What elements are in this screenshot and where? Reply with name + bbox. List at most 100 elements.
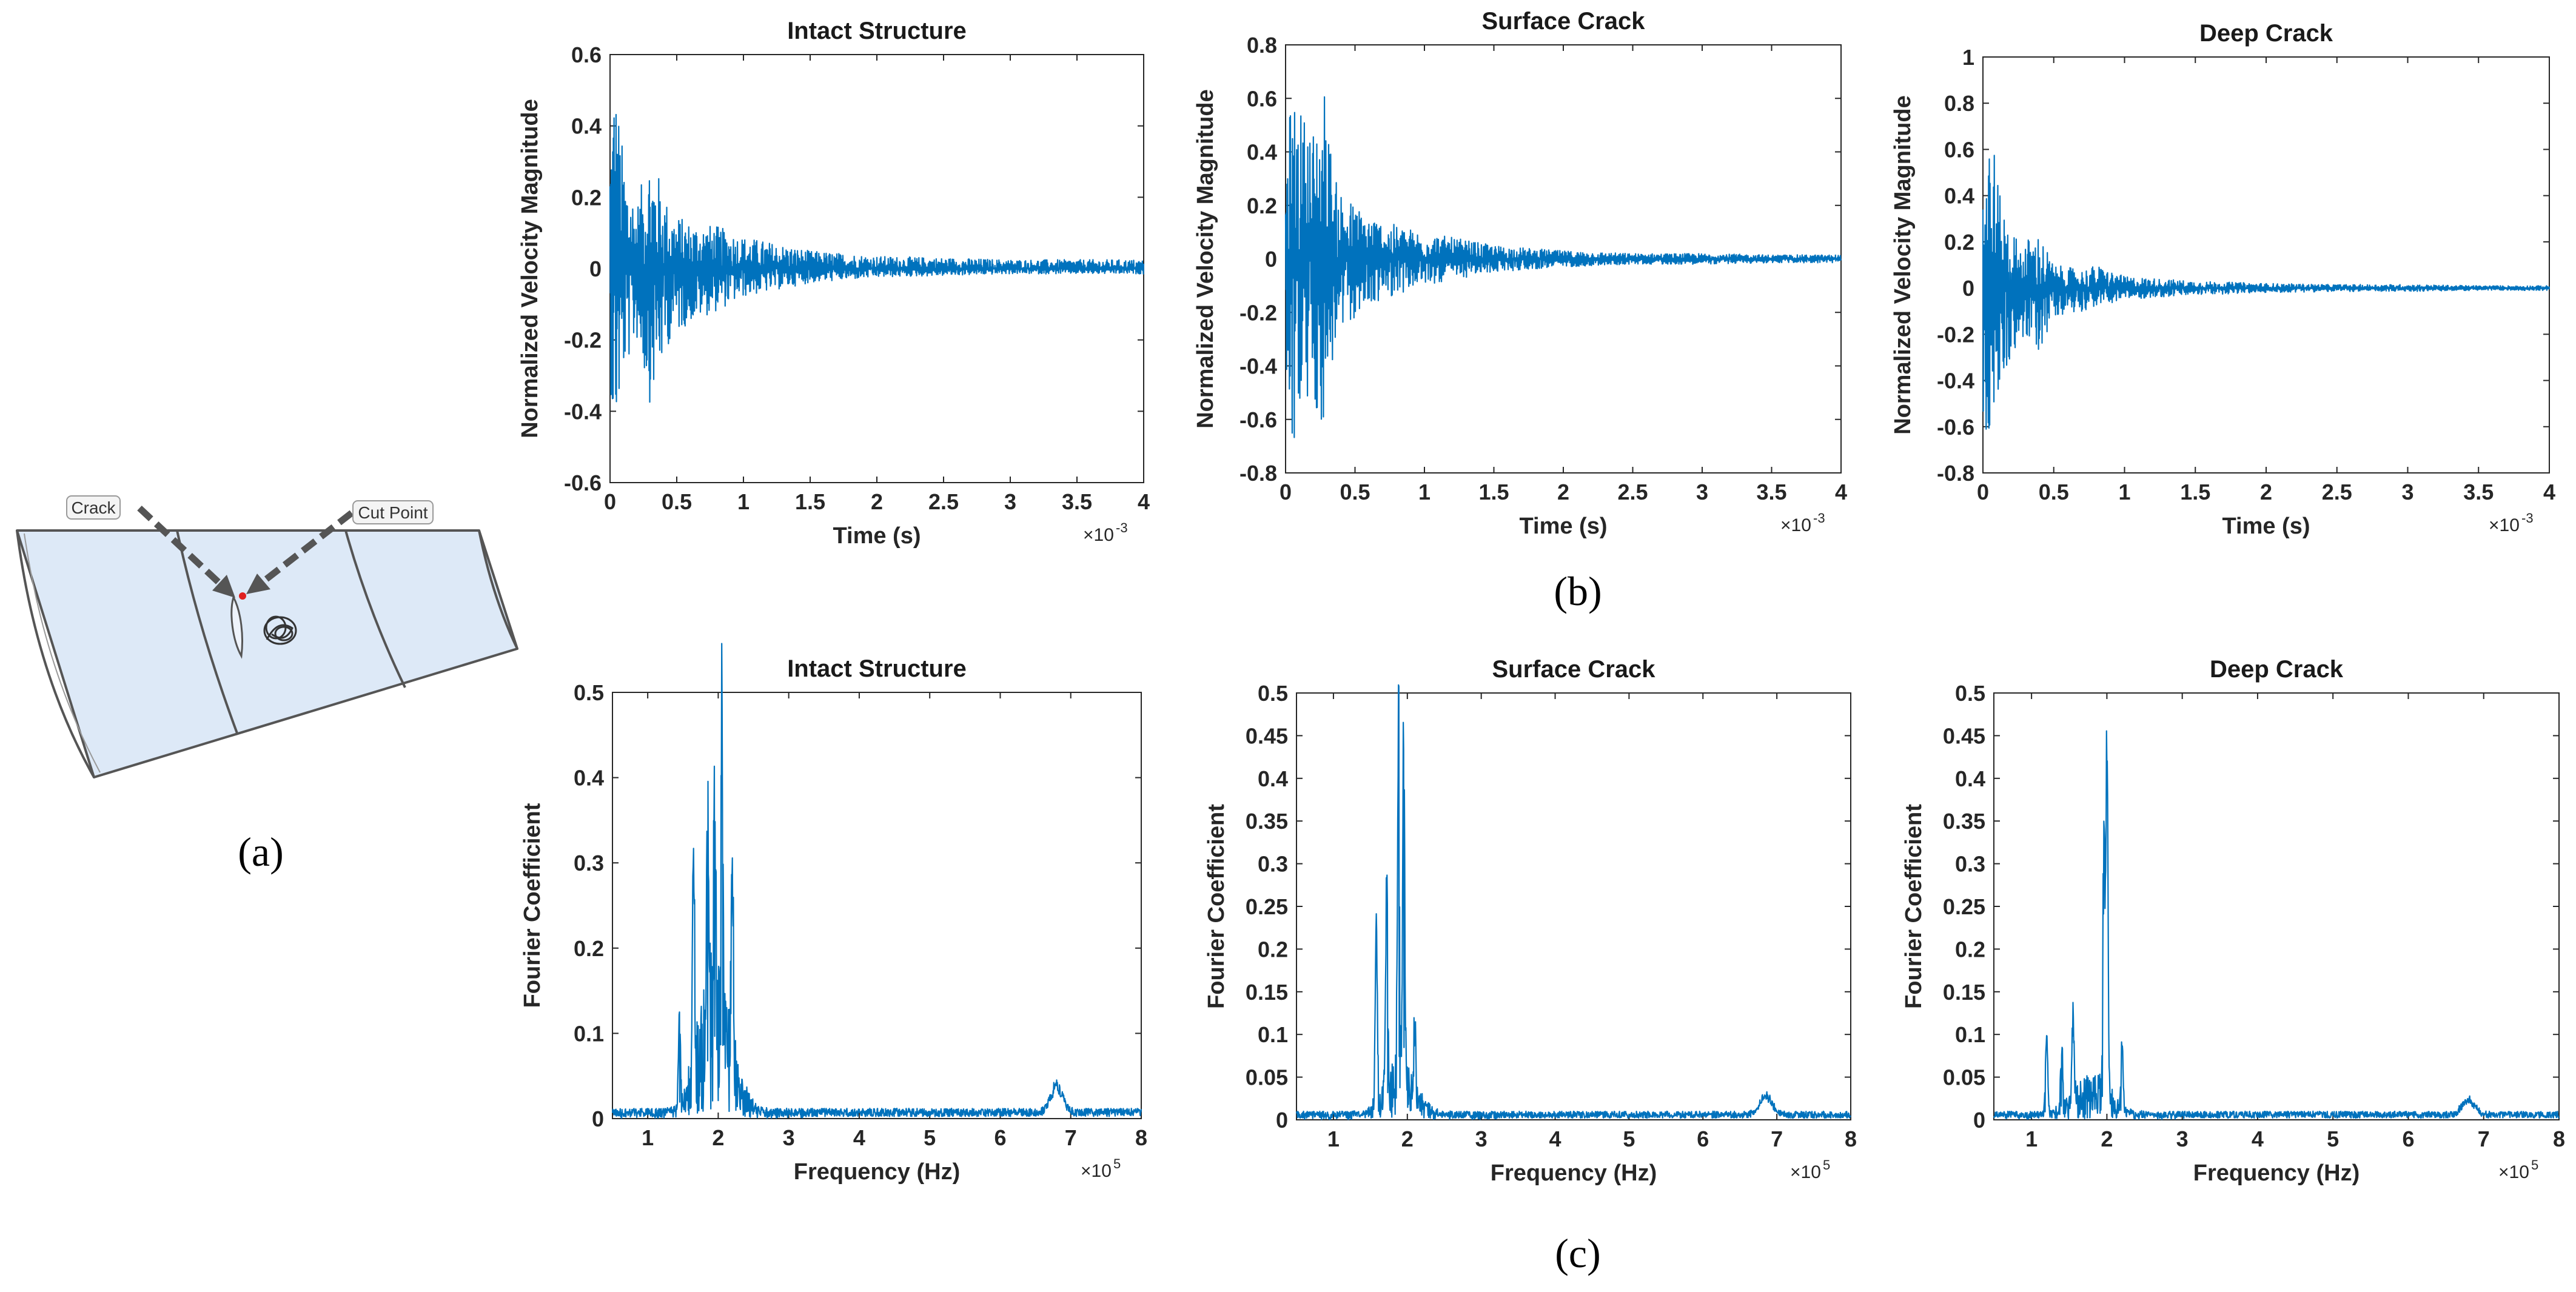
x-tick-label: 3 xyxy=(2176,1126,2189,1151)
cut-point-arrow xyxy=(252,510,354,591)
x-tick-label: 1.5 xyxy=(2180,480,2210,504)
y-tick-label: 0 xyxy=(592,1106,604,1131)
x-multiplier: ×10 xyxy=(2489,515,2520,535)
y-tick-label: 0.4 xyxy=(1955,766,1985,791)
signal-line xyxy=(609,113,1145,403)
chart-intact-frequency: Intact Structure 1 2 3 4 5 6 7 8 0 0.1 0.2 0.3 0.4 0.5… xyxy=(520,643,1147,1185)
y-tick-label: 0.1 xyxy=(1258,1022,1288,1047)
x-tick-label: 1 xyxy=(737,489,750,514)
x-tick-label: 8 xyxy=(1845,1126,1857,1151)
x-axis-label: Frequency (Hz) xyxy=(794,1159,960,1185)
x-tick-label: 1.5 xyxy=(795,489,825,514)
y-tick-label: 0.2 xyxy=(1247,193,1277,218)
y-tick-label: 0.1 xyxy=(574,1021,604,1046)
y-tick-label: 0.2 xyxy=(1258,937,1288,962)
y-tick-label: 0.15 xyxy=(1943,980,1985,1005)
x-multiplier-exponent: 5 xyxy=(2531,1157,2538,1173)
y-tick-label: 0.8 xyxy=(1944,91,1974,116)
plot-frame xyxy=(1296,692,1851,1120)
y-tick-label: -0.8 xyxy=(1239,461,1277,486)
crack-arrow-head xyxy=(212,575,235,598)
x-tick-label: 0.5 xyxy=(662,489,692,514)
y-tick-label: 0.05 xyxy=(1943,1065,1985,1090)
pipe-rim-shadow xyxy=(24,533,101,773)
x-axis-label: Frequency (Hz) xyxy=(2193,1160,2360,1186)
y-tick-label: -0.4 xyxy=(564,399,602,424)
y-tick-label: 0.5 xyxy=(1258,681,1288,706)
x-tick-label: 5 xyxy=(924,1125,936,1150)
cut-point-label: Cut Point xyxy=(358,503,428,522)
x-tick-label: 1 xyxy=(642,1125,654,1150)
crack-mark xyxy=(230,594,243,659)
chart-intact-time: Intact Structure 0 0.5 1 1.5 2 2.5 3 3.5 4 -0.6 -0.… xyxy=(517,18,1150,549)
crack-label: Crack xyxy=(71,498,116,517)
y-tick-label: 0.4 xyxy=(1258,766,1288,791)
chart-title: Intact Structure xyxy=(787,18,967,44)
panel-label-c: (c) xyxy=(1555,1230,1600,1276)
panel-label-a: (a) xyxy=(238,829,283,875)
x-tick-label: 3 xyxy=(1696,480,1708,504)
y-tick-label: 0.6 xyxy=(1944,137,1974,162)
chart-title: Deep Crack xyxy=(2210,656,2344,683)
x-tick-label: 2.5 xyxy=(2322,480,2352,504)
y-axis-label: Fourier Coefficient xyxy=(1901,804,1927,1009)
y-tick-label: 0.35 xyxy=(1943,809,1985,834)
x-tick-label: 2 xyxy=(2260,480,2272,504)
signal-line xyxy=(1982,155,2551,430)
chart-title: Deep Crack xyxy=(2199,20,2333,47)
plot-frame xyxy=(1993,692,2560,1120)
x-tick-label: 3 xyxy=(783,1125,795,1150)
y-tick-label: -0.4 xyxy=(1239,354,1277,379)
y-tick-label: 0.6 xyxy=(1247,86,1277,111)
y-tick-label: 0 xyxy=(1276,1108,1288,1133)
x-tick-label: 2 xyxy=(871,489,883,514)
x-tick-label: 1 xyxy=(1327,1126,1340,1151)
signal-line xyxy=(1295,684,1851,1120)
x-tick-label: 5 xyxy=(1623,1126,1635,1151)
y-tick-label: 0.4 xyxy=(574,766,604,791)
x-tick-label: 0 xyxy=(1280,480,1292,504)
x-tick-label: 3.5 xyxy=(1062,489,1092,514)
x-multiplier-exponent: -3 xyxy=(2521,510,2534,526)
pipe-seam-2 xyxy=(344,530,406,688)
y-tick-label: -0.4 xyxy=(1937,369,1974,393)
y-tick-label: -0.6 xyxy=(1937,415,1974,440)
y-tick-label: 0 xyxy=(1265,247,1277,272)
y-tick-label: 0.45 xyxy=(1246,723,1288,748)
x-tick-label: 0 xyxy=(604,489,616,514)
x-axis-label: Time (s) xyxy=(2222,514,2310,539)
x-tick-label: 6 xyxy=(2402,1126,2414,1151)
x-tick-label: 6 xyxy=(994,1125,1006,1150)
x-tick-label: 3 xyxy=(1004,489,1016,514)
cut-point-marker xyxy=(239,592,246,600)
chart-deep-crack-time: Deep Crack 0 0.5 1 1.5 2 2.5 3 3.5 4 -0.8 -0.6 -0.4 -… xyxy=(1890,20,2555,539)
x-multiplier: ×10 xyxy=(1083,525,1114,545)
y-tick-label: 0.2 xyxy=(574,936,604,961)
x-tick-label: 4 xyxy=(1835,480,1847,504)
y-axis-label: Normalized Velocity Magnitude xyxy=(1890,95,1916,435)
y-tick-label: 0.3 xyxy=(1258,852,1288,877)
scribble-mark xyxy=(263,615,297,645)
plot-frame xyxy=(612,692,1142,1119)
plot-frame xyxy=(1982,56,2550,474)
x-tick-label: 7 xyxy=(1771,1126,1783,1151)
x-multiplier: ×10 xyxy=(2498,1162,2529,1182)
x-tick-label: 7 xyxy=(2478,1126,2490,1151)
y-tick-label: 0.05 xyxy=(1246,1065,1288,1090)
x-tick-label: 1.5 xyxy=(1478,480,1509,504)
x-tick-label: 0.5 xyxy=(2039,480,2069,504)
y-tick-label: 1 xyxy=(1962,45,1974,70)
pipe-illustration: Crack Cut Point xyxy=(16,495,518,778)
x-tick-label: 4 xyxy=(2543,480,2555,504)
x-tick-label: 0 xyxy=(1977,480,1989,504)
signal-line xyxy=(1993,730,2560,1120)
y-tick-label: -0.2 xyxy=(564,328,602,353)
chart-title: Intact Structure xyxy=(787,655,967,682)
x-multiplier-exponent: -3 xyxy=(1116,520,1128,535)
y-tick-label: 0.5 xyxy=(1955,681,1985,706)
x-tick-label: 0.5 xyxy=(1340,480,1370,504)
x-tick-label: 5 xyxy=(2327,1126,2339,1151)
x-multiplier-exponent: 5 xyxy=(1113,1156,1121,1171)
x-tick-label: 1 xyxy=(1418,480,1431,504)
